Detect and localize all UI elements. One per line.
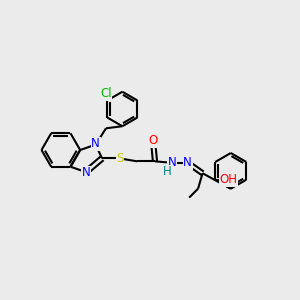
- Text: S: S: [116, 152, 124, 165]
- Text: O: O: [149, 134, 158, 147]
- Text: H: H: [163, 165, 171, 178]
- Text: OH: OH: [220, 173, 238, 186]
- Text: N: N: [183, 156, 192, 169]
- Text: N: N: [91, 137, 100, 150]
- Text: Cl: Cl: [100, 87, 112, 100]
- Text: N: N: [82, 167, 90, 179]
- Text: N: N: [168, 156, 177, 169]
